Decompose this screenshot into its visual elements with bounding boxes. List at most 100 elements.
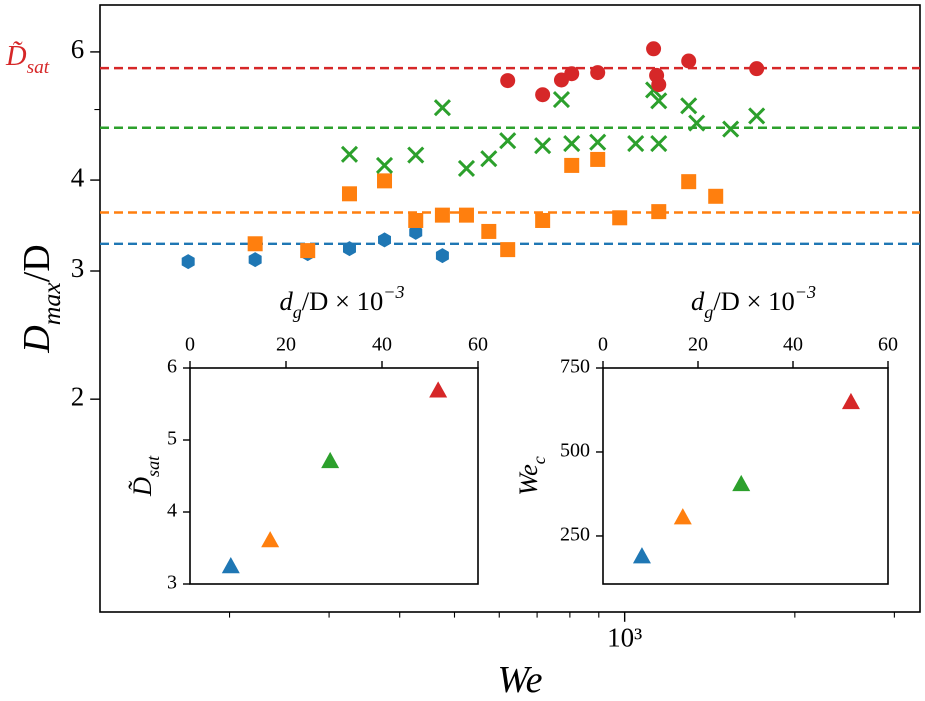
plot-area [189,367,479,585]
point [247,236,263,252]
point [748,107,766,125]
point [407,146,425,164]
point [499,132,517,150]
annotation: D̃sat [5,40,50,78]
point [261,531,280,548]
point [708,188,724,204]
y-tick-label: 6 [71,34,85,64]
x-axis-label-part: /D × 10 [302,286,383,316]
point [375,156,394,174]
x-tick-label: 10³ [607,623,642,653]
y-tick-label: 4 [71,162,85,192]
point [500,73,516,89]
point [500,242,516,258]
point [722,120,740,138]
x-tick-label: 20 [276,334,296,356]
point [732,474,751,492]
annotation-part: sat [27,57,50,78]
y-tick-label: 250 [560,524,590,546]
point [535,212,551,228]
point [688,114,706,132]
point [564,66,580,82]
y-tick-label: 6 [167,356,177,378]
point [429,381,448,398]
x-tick-label: 0 [185,334,195,356]
point [612,210,628,226]
point [564,157,580,173]
x-axis-label: dg/D × 10−3 [279,282,404,322]
point [409,224,423,240]
y-axis-label-part: c [529,456,549,464]
point [590,65,606,81]
point [650,92,668,110]
y-axis-label-part: D [16,325,58,353]
plot-area [602,367,889,585]
point [651,77,667,93]
y-axis-label: D̃sat [127,455,163,497]
x-axis-label-part: /D × 10 [713,286,794,316]
y-tick-label: 3 [167,572,177,594]
y-axis-label-part: D̃ [127,477,157,497]
point [841,392,860,410]
y-axis-label: Wec [513,456,549,496]
y-axis-label-part: We [513,464,543,496]
point [377,173,393,189]
point [535,87,551,103]
point [650,134,668,153]
y-axis-label: Dmax/D [16,244,67,353]
x-axis-label: We [497,659,542,701]
y-tick-label: 500 [560,440,590,462]
x-axis-label-part: d [279,286,293,316]
point [673,508,692,525]
y-tick-label: 5 [167,428,177,450]
y-axis-label-part: sat [143,455,163,477]
x-tick-label: 20 [688,334,708,356]
point [632,547,651,564]
point [681,53,697,69]
point [480,150,498,168]
point [552,91,571,109]
point [749,61,765,77]
point [378,232,392,248]
x-axis-label-part: g [704,302,713,322]
x-axis-label-part: d [691,286,705,316]
x-tick-label: 60 [878,334,898,356]
point [408,212,424,228]
point [248,252,262,268]
point [433,99,451,117]
point [340,145,359,163]
x-axis-label-part: g [293,302,302,322]
point [321,451,340,469]
x-axis-label-part: We [497,659,542,701]
x-axis-label-part: −3 [795,282,816,302]
x-axis-label-part: −3 [383,282,404,302]
point [481,223,497,239]
y-tick-label: 750 [560,356,590,378]
x-tick-label: 40 [783,334,803,356]
point [300,243,316,259]
point [341,186,357,202]
annotation-part: D̃ [5,40,27,72]
y-tick-label: 3 [71,253,85,283]
point [534,137,552,155]
point [458,207,474,223]
point [457,159,476,177]
x-tick-label: 40 [372,334,392,356]
x-tick-label: 60 [468,334,488,356]
point [342,241,356,257]
point [646,41,662,57]
y-axis-label-part: /D [16,244,58,282]
x-tick-label: 0 [598,334,608,356]
point [434,207,450,223]
point [589,133,607,151]
point [627,134,645,153]
point [221,557,240,574]
point [651,204,667,220]
point [181,254,195,270]
point [680,97,698,115]
point [590,151,606,167]
x-axis-label: dg/D × 10−3 [691,282,816,322]
point [681,174,697,190]
y-tick-label: 2 [71,381,85,411]
